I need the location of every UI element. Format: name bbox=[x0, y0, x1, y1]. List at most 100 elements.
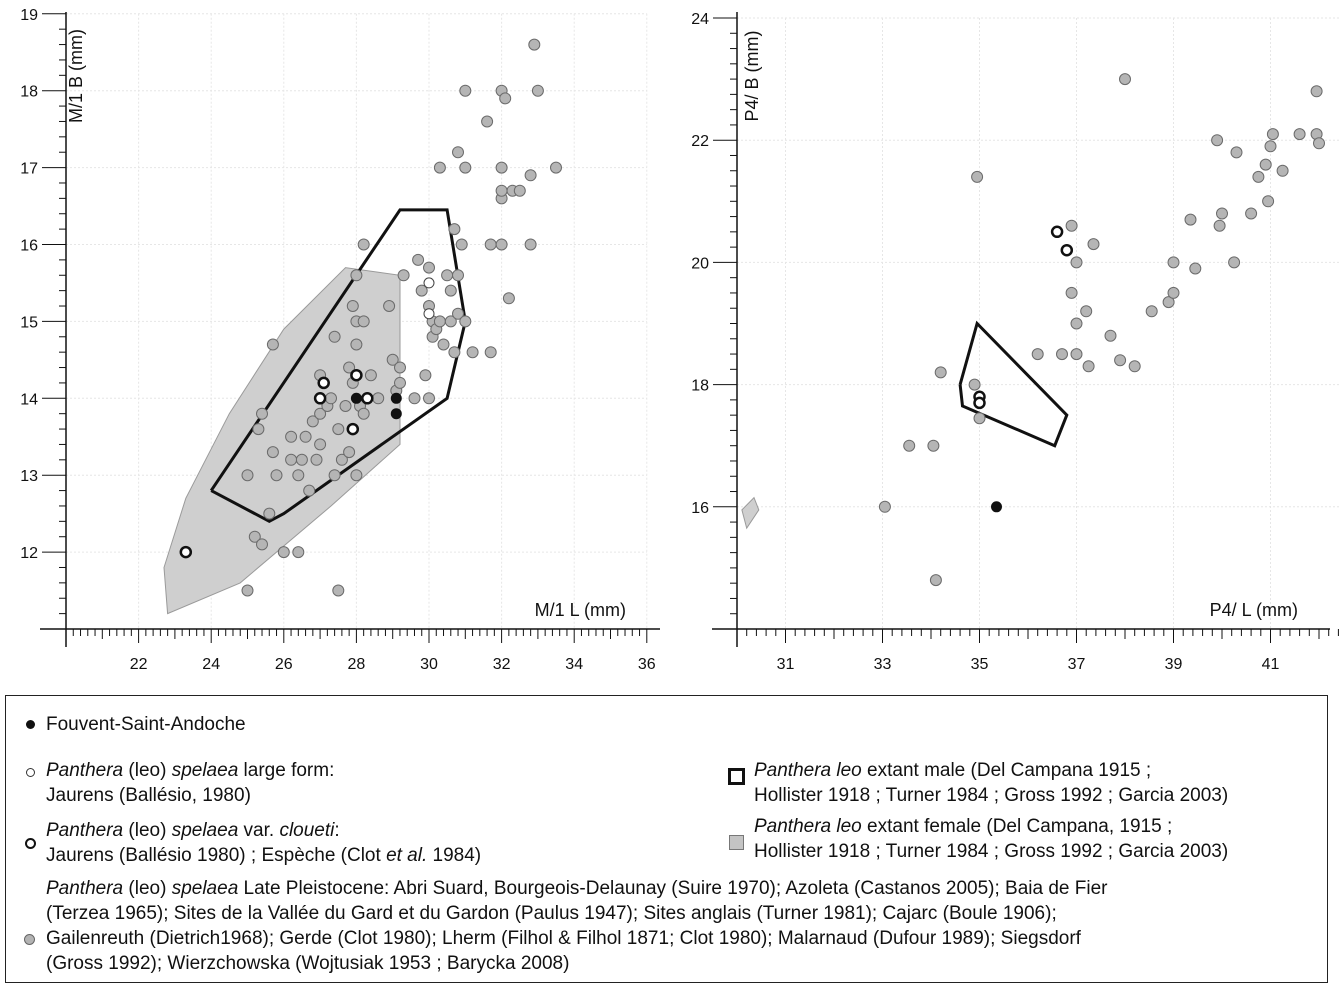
data-point-grey bbox=[459, 84, 472, 97]
data-point-grey bbox=[452, 307, 464, 320]
data-point-grey bbox=[1162, 296, 1175, 309]
data-point-white-thin bbox=[423, 308, 435, 320]
data-point-grey bbox=[364, 369, 377, 382]
data-point-grey bbox=[1276, 164, 1289, 177]
data-point-black bbox=[390, 392, 402, 404]
data-point-grey bbox=[1167, 286, 1180, 299]
data-point-grey bbox=[1128, 360, 1141, 373]
data-point-grey bbox=[459, 161, 472, 174]
data-point-grey bbox=[929, 574, 942, 587]
legend-label-male: Panthera leo extant male (Del Campana 19… bbox=[754, 760, 1229, 806]
x-tick-label: 22 bbox=[130, 656, 148, 673]
data-point-grey bbox=[444, 284, 457, 297]
data-point-grey bbox=[1145, 305, 1158, 318]
x-tick-label: 41 bbox=[1262, 656, 1280, 673]
data-point-grey bbox=[1087, 238, 1100, 251]
data-point-grey bbox=[968, 378, 981, 391]
x-tick-label: 34 bbox=[565, 656, 583, 673]
data-point-grey bbox=[299, 430, 312, 443]
data-point-grey bbox=[499, 92, 512, 105]
x-tick-label: 37 bbox=[1068, 656, 1086, 673]
data-point-white-thick bbox=[350, 368, 363, 382]
data-point-white-thick bbox=[1060, 243, 1074, 257]
data-point-grey bbox=[412, 253, 425, 266]
data-point-grey bbox=[332, 423, 345, 436]
y-tick-label: 16 bbox=[691, 500, 709, 517]
data-point-grey bbox=[502, 292, 515, 305]
data-point-grey bbox=[325, 392, 337, 405]
data-point-grey bbox=[306, 415, 319, 428]
data-point-grey bbox=[292, 546, 305, 559]
data-point-grey bbox=[973, 412, 986, 425]
data-point-grey bbox=[1313, 137, 1325, 150]
legend-marker-fouvent bbox=[26, 720, 35, 729]
data-point-grey bbox=[1266, 128, 1279, 141]
data-point-grey bbox=[1070, 348, 1083, 361]
x-tick-label: 32 bbox=[493, 656, 511, 673]
y-tick-label: 12 bbox=[20, 545, 38, 562]
data-point-grey bbox=[285, 430, 298, 443]
data-point-grey bbox=[927, 439, 940, 452]
data-point-grey bbox=[335, 453, 348, 466]
data-point-grey bbox=[408, 392, 421, 405]
legend-marker-male bbox=[728, 768, 745, 785]
y-tick-label: 14 bbox=[20, 391, 38, 408]
data-point-grey bbox=[423, 261, 435, 274]
data-point-grey bbox=[1167, 256, 1180, 269]
data-point-grey bbox=[1252, 170, 1265, 183]
data-point-grey bbox=[495, 161, 508, 174]
data-point-grey bbox=[1230, 146, 1243, 159]
data-point-grey bbox=[350, 338, 363, 351]
data-point-grey bbox=[248, 530, 261, 543]
legend: Fouvent-Saint-Andoche Panthera (leo) spe… bbox=[5, 695, 1328, 983]
data-point-grey bbox=[328, 330, 341, 343]
data-point-grey bbox=[1119, 73, 1131, 86]
data-point-grey bbox=[1262, 195, 1275, 208]
male-range-polygon bbox=[958, 320, 1069, 448]
y-tick-label: 13 bbox=[20, 468, 38, 485]
data-point-grey bbox=[303, 484, 316, 497]
y-tick-label: 22 bbox=[691, 133, 709, 150]
data-point-grey bbox=[971, 170, 984, 183]
data-point-grey bbox=[386, 353, 399, 366]
data-point-grey bbox=[441, 269, 454, 282]
data-point-grey bbox=[455, 238, 468, 251]
data-point-grey bbox=[550, 161, 562, 174]
data-point-white-thin bbox=[423, 277, 435, 289]
legend-label-cloueti: Panthera (leo) spelaea var. cloueti: Jau… bbox=[46, 820, 482, 866]
legend-label-fouvent: Fouvent-Saint-Andoche bbox=[46, 714, 246, 735]
data-point-grey bbox=[495, 238, 508, 251]
data-point-grey bbox=[484, 238, 497, 251]
legend-label-large-form: Panthera (leo) spelaea large form: Jaure… bbox=[46, 760, 335, 806]
data-point-grey bbox=[394, 376, 406, 389]
data-point-grey bbox=[1082, 360, 1095, 373]
data-point-grey bbox=[1104, 329, 1117, 342]
data-point-grey bbox=[314, 438, 327, 451]
data-point-black bbox=[991, 501, 1002, 513]
data-point-grey bbox=[357, 407, 370, 420]
data-point-grey bbox=[524, 238, 537, 251]
female-range-polygon bbox=[163, 267, 401, 615]
data-point-white-thick bbox=[346, 422, 360, 436]
data-point-grey bbox=[339, 400, 352, 412]
data-point-grey bbox=[350, 469, 363, 482]
y-tick-label: 15 bbox=[20, 314, 38, 331]
y-tick-label: 19 bbox=[20, 7, 38, 24]
legend-marker-cloueti bbox=[25, 838, 36, 849]
data-point-grey bbox=[252, 423, 265, 436]
x-axis-label: P4/ L (mm) bbox=[1210, 600, 1298, 620]
male-range-polygon bbox=[209, 208, 467, 523]
data-point-white-thick bbox=[317, 376, 330, 390]
data-point-grey bbox=[263, 507, 276, 520]
data-point-grey bbox=[444, 315, 457, 328]
data-point-grey bbox=[343, 361, 356, 374]
data-point-grey bbox=[1293, 128, 1306, 141]
data-point-white-thick bbox=[1050, 225, 1064, 239]
data-point-grey bbox=[1114, 354, 1127, 367]
data-point-grey bbox=[1080, 305, 1093, 318]
data-point-grey bbox=[528, 38, 541, 51]
data-point-grey bbox=[383, 300, 396, 312]
data-point-grey bbox=[484, 346, 497, 359]
data-point-grey bbox=[241, 584, 254, 597]
chart-figure: 22 24 26 28 30 32 34 36 12 13 14 15 16 17 18 19 M/1 L (m… bbox=[20, 7, 1341, 673]
